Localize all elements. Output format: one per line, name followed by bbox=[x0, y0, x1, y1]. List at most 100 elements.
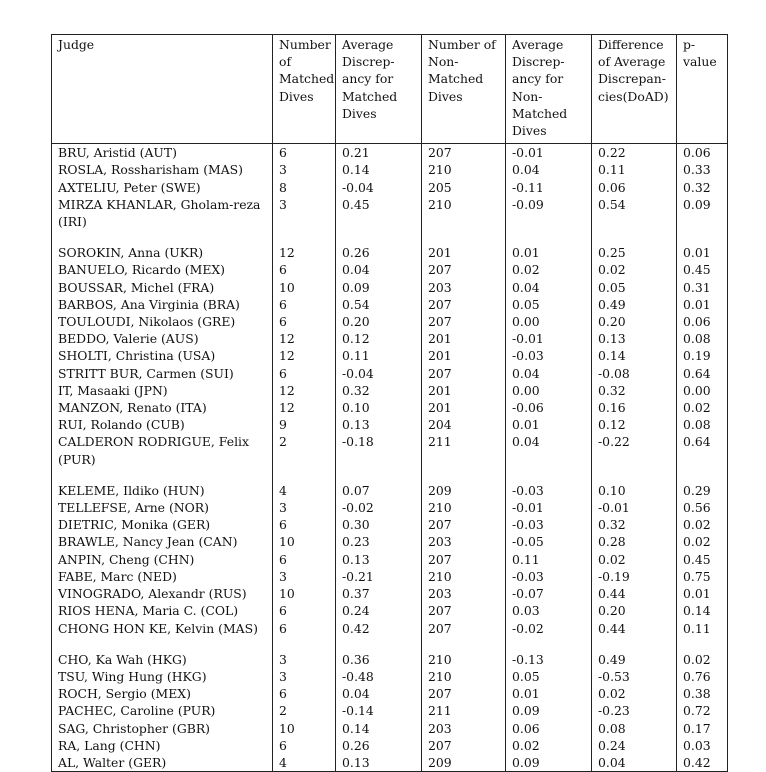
doad-cell: -0.19 bbox=[591, 567, 677, 586]
p-value-cell: 0.02 bbox=[676, 399, 728, 417]
non-matched-dives-cell: 210 bbox=[421, 667, 506, 686]
non-matched-dives-cell: 210 bbox=[421, 499, 506, 517]
judge-name-cell: SOROKIN, Anna (UKR) bbox=[51, 244, 273, 262]
header-p-value: p-value bbox=[676, 34, 728, 140]
avg-discrepancy-matched-cell: 0.26 bbox=[335, 244, 422, 262]
avg-discrepancy-non-matched-cell: 0.05 bbox=[505, 667, 592, 686]
doad-cell: 0.13 bbox=[591, 330, 677, 348]
matched-dives-cell: 10 bbox=[272, 585, 336, 603]
avg-discrepancy-matched-cell: 0.36 bbox=[335, 650, 422, 668]
avg-discrepancy-matched-cell: 0.32 bbox=[335, 381, 422, 400]
judge-name-cell: BRAWLE, Nancy Jean (CAN) bbox=[51, 533, 273, 551]
matched-dives-cell: 4 bbox=[272, 753, 336, 772]
matched-dives-cell: 6 bbox=[272, 516, 336, 534]
non-matched-dives-cell: 204 bbox=[421, 416, 506, 434]
non-matched-dives-cell: 210 bbox=[421, 567, 506, 586]
non-matched-dives-cell: 201 bbox=[421, 330, 506, 348]
non-matched-dives-cell: 205 bbox=[421, 178, 506, 196]
table-row: VINOGRADO, Alexandr (RUS) 10 0.37 203 -0.07 0… bbox=[51, 585, 728, 603]
table-row: RUI, Rolando (CUB) 9 0.13 204 0.01 0.12 0.08 bbox=[51, 416, 728, 434]
judge-name-cell: TOULOUDI, Nikolaos (GRE) bbox=[51, 313, 273, 331]
doad-cell: 0.28 bbox=[591, 533, 677, 551]
p-value-cell: 0.08 bbox=[676, 330, 728, 348]
non-matched-dives-cell: 207 bbox=[421, 685, 506, 703]
p-value-cell: 0.75 bbox=[676, 567, 728, 586]
doad-cell: 0.24 bbox=[591, 736, 677, 754]
avg-discrepancy-non-matched-cell: -0.05 bbox=[505, 533, 592, 551]
avg-discrepancy-matched-cell: -0.14 bbox=[335, 702, 422, 720]
avg-discrepancy-matched-cell: 0.13 bbox=[335, 416, 422, 434]
p-value-cell: 0.42 bbox=[676, 753, 728, 772]
non-matched-dives-cell: 207 bbox=[421, 313, 506, 331]
avg-discrepancy-matched-cell: 0.42 bbox=[335, 619, 422, 637]
judge-name-cell: BANUELO, Ricardo (MEX) bbox=[51, 261, 273, 279]
non-matched-dives-cell: 207 bbox=[421, 143, 506, 162]
judge-name-cell: VINOGRADO, Alexandr (RUS) bbox=[51, 585, 273, 603]
avg-discrepancy-non-matched-cell: 0.04 bbox=[505, 364, 592, 382]
p-value-cell: 0.17 bbox=[676, 719, 728, 737]
judge-name-cell: MANZON, Renato (ITA) bbox=[51, 399, 273, 417]
avg-discrepancy-non-matched-cell: 0.06 bbox=[505, 719, 592, 737]
matched-dives-cell: 10 bbox=[272, 533, 336, 551]
judge-name-cell: SHOLTI, Christina (USA) bbox=[51, 347, 273, 365]
matched-dives-cell: 6 bbox=[272, 261, 336, 279]
avg-discrepancy-matched-cell: 0.30 bbox=[335, 516, 422, 534]
non-matched-dives-cell: 211 bbox=[421, 433, 506, 468]
doad-cell: 0.02 bbox=[591, 685, 677, 703]
row-spacer bbox=[51, 230, 728, 245]
avg-discrepancy-matched-cell: 0.37 bbox=[335, 585, 422, 603]
matched-dives-cell: 10 bbox=[272, 278, 336, 296]
doad-cell: 0.20 bbox=[591, 602, 677, 620]
avg-discrepancy-non-matched-cell: 0.02 bbox=[505, 736, 592, 754]
p-value-cell: 0.14 bbox=[676, 602, 728, 620]
doad-cell: -0.01 bbox=[591, 499, 677, 517]
table-row: CHONG HON KE, Kelvin (MAS) 6 0.42 207 -0.02 0… bbox=[51, 619, 728, 637]
non-matched-dives-cell: 209 bbox=[421, 753, 506, 772]
non-matched-dives-cell: 203 bbox=[421, 585, 506, 603]
avg-discrepancy-matched-cell: -0.02 bbox=[335, 499, 422, 517]
avg-discrepancy-matched-cell: 0.26 bbox=[335, 736, 422, 754]
matched-dives-cell: 6 bbox=[272, 550, 336, 568]
doad-cell: 0.11 bbox=[591, 161, 677, 179]
non-matched-dives-cell: 207 bbox=[421, 619, 506, 637]
non-matched-dives-cell: 211 bbox=[421, 702, 506, 720]
judge-name-cell: FABE, Marc (NED) bbox=[51, 567, 273, 586]
avg-discrepancy-non-matched-cell: 0.04 bbox=[505, 278, 592, 296]
table-row: CALDERON RODRIGUE, Felix (PUR) 2 -0.18 211 0… bbox=[51, 433, 728, 468]
doad-cell: 0.06 bbox=[591, 178, 677, 196]
avg-discrepancy-matched-cell: 0.21 bbox=[335, 143, 422, 162]
table-row: BANUELO, Ricardo (MEX) 6 0.04 207 0.02 0.02 0.… bbox=[51, 261, 728, 279]
p-value-cell: 0.76 bbox=[676, 667, 728, 686]
table-row: AXTELIU, Peter (SWE) 8 -0.04 205 -0.11 0.06 0.… bbox=[51, 178, 728, 196]
avg-discrepancy-matched-cell: 0.54 bbox=[335, 295, 422, 314]
doad-cell: 0.02 bbox=[591, 550, 677, 568]
judge-name-cell: PACHEC, Caroline (PUR) bbox=[51, 702, 273, 720]
avg-discrepancy-matched-cell: 0.07 bbox=[335, 481, 422, 500]
matched-dives-cell: 2 bbox=[272, 433, 336, 468]
avg-discrepancy-matched-cell: 0.09 bbox=[335, 278, 422, 296]
matched-dives-cell: 3 bbox=[272, 650, 336, 668]
header-non-matched-dives: Number of Non-Matched Dives bbox=[421, 34, 506, 140]
avg-discrepancy-non-matched-cell: 0.01 bbox=[505, 685, 592, 703]
p-value-cell: 0.02 bbox=[676, 516, 728, 534]
avg-discrepancy-matched-cell: 0.04 bbox=[335, 261, 422, 279]
table-row: RA, Lang (CHN) 6 0.26 207 0.02 0.24 0.03 bbox=[51, 736, 728, 754]
avg-discrepancy-matched-cell: -0.04 bbox=[335, 178, 422, 196]
avg-discrepancy-non-matched-cell: -0.13 bbox=[505, 650, 592, 668]
judge-name-cell: STRITT BUR, Carmen (SUI) bbox=[51, 364, 273, 382]
doad-cell: 0.08 bbox=[591, 719, 677, 737]
table-body: BRU, Aristid (AUT) 6 0.21 207 -0.01 0.22 0.06 R… bbox=[51, 143, 728, 772]
judge-name-cell: BARBOS, Ana Virginia (BRA) bbox=[51, 295, 273, 314]
avg-discrepancy-non-matched-cell: -0.03 bbox=[505, 481, 592, 500]
avg-discrepancy-non-matched-cell: -0.01 bbox=[505, 499, 592, 517]
doad-cell: 0.16 bbox=[591, 399, 677, 417]
avg-discrepancy-matched-cell: 0.20 bbox=[335, 313, 422, 331]
row-spacer bbox=[51, 636, 728, 651]
avg-discrepancy-non-matched-cell: 0.00 bbox=[505, 313, 592, 331]
p-value-cell: 0.01 bbox=[676, 585, 728, 603]
table-row: SOROKIN, Anna (UKR) 12 0.26 201 0.01 0.25 0.01 bbox=[51, 244, 728, 262]
matched-dives-cell: 12 bbox=[272, 381, 336, 400]
matched-dives-cell: 12 bbox=[272, 399, 336, 417]
doad-cell: 0.49 bbox=[591, 295, 677, 314]
doad-cell: 0.12 bbox=[591, 416, 677, 434]
